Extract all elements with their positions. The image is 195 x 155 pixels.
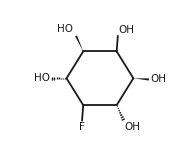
Text: HO: HO (57, 24, 73, 34)
Text: OH: OH (150, 74, 166, 84)
Text: OH: OH (118, 25, 134, 35)
Text: OH: OH (124, 122, 140, 132)
Polygon shape (75, 35, 83, 51)
Polygon shape (133, 78, 149, 81)
Text: F: F (79, 122, 85, 132)
Text: HO: HO (34, 73, 50, 83)
